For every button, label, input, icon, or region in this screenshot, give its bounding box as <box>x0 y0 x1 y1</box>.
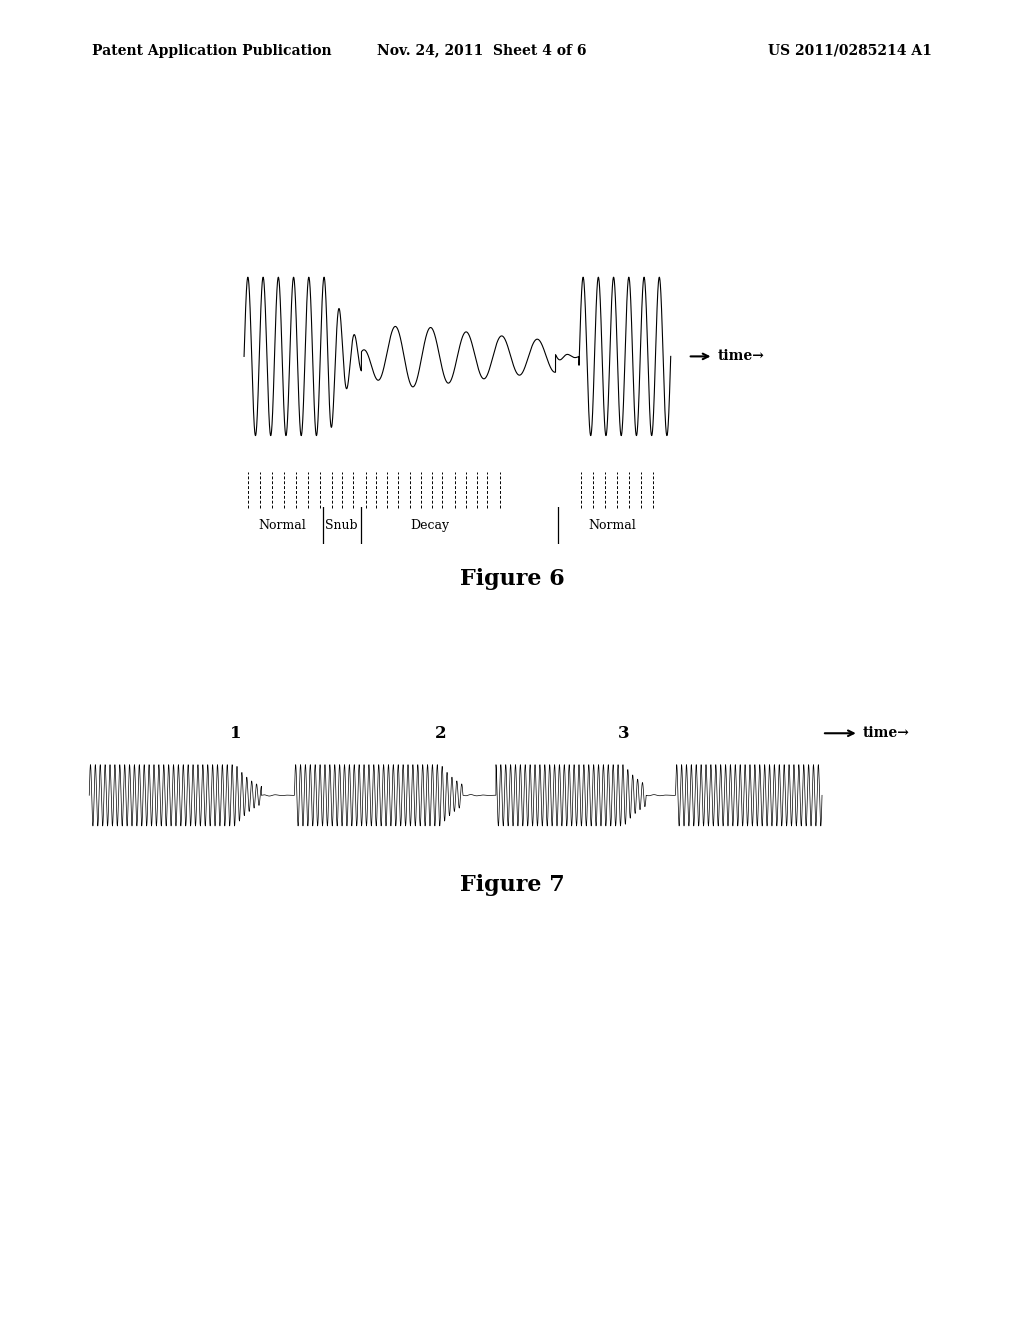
Text: time→: time→ <box>718 350 765 363</box>
Text: Snub: Snub <box>325 519 357 532</box>
Text: Decay: Decay <box>410 519 450 532</box>
Text: Normal: Normal <box>259 519 306 532</box>
Text: Normal: Normal <box>588 519 636 532</box>
Text: Figure 6: Figure 6 <box>460 568 564 590</box>
Text: Figure 7: Figure 7 <box>460 874 564 896</box>
Text: US 2011/0285214 A1: US 2011/0285214 A1 <box>768 44 932 58</box>
Text: Nov. 24, 2011  Sheet 4 of 6: Nov. 24, 2011 Sheet 4 of 6 <box>377 44 586 58</box>
Text: 2: 2 <box>435 725 446 742</box>
Text: 3: 3 <box>618 725 630 742</box>
Text: 1: 1 <box>230 725 242 742</box>
Text: Patent Application Publication: Patent Application Publication <box>92 44 332 58</box>
Text: time→: time→ <box>862 726 909 741</box>
